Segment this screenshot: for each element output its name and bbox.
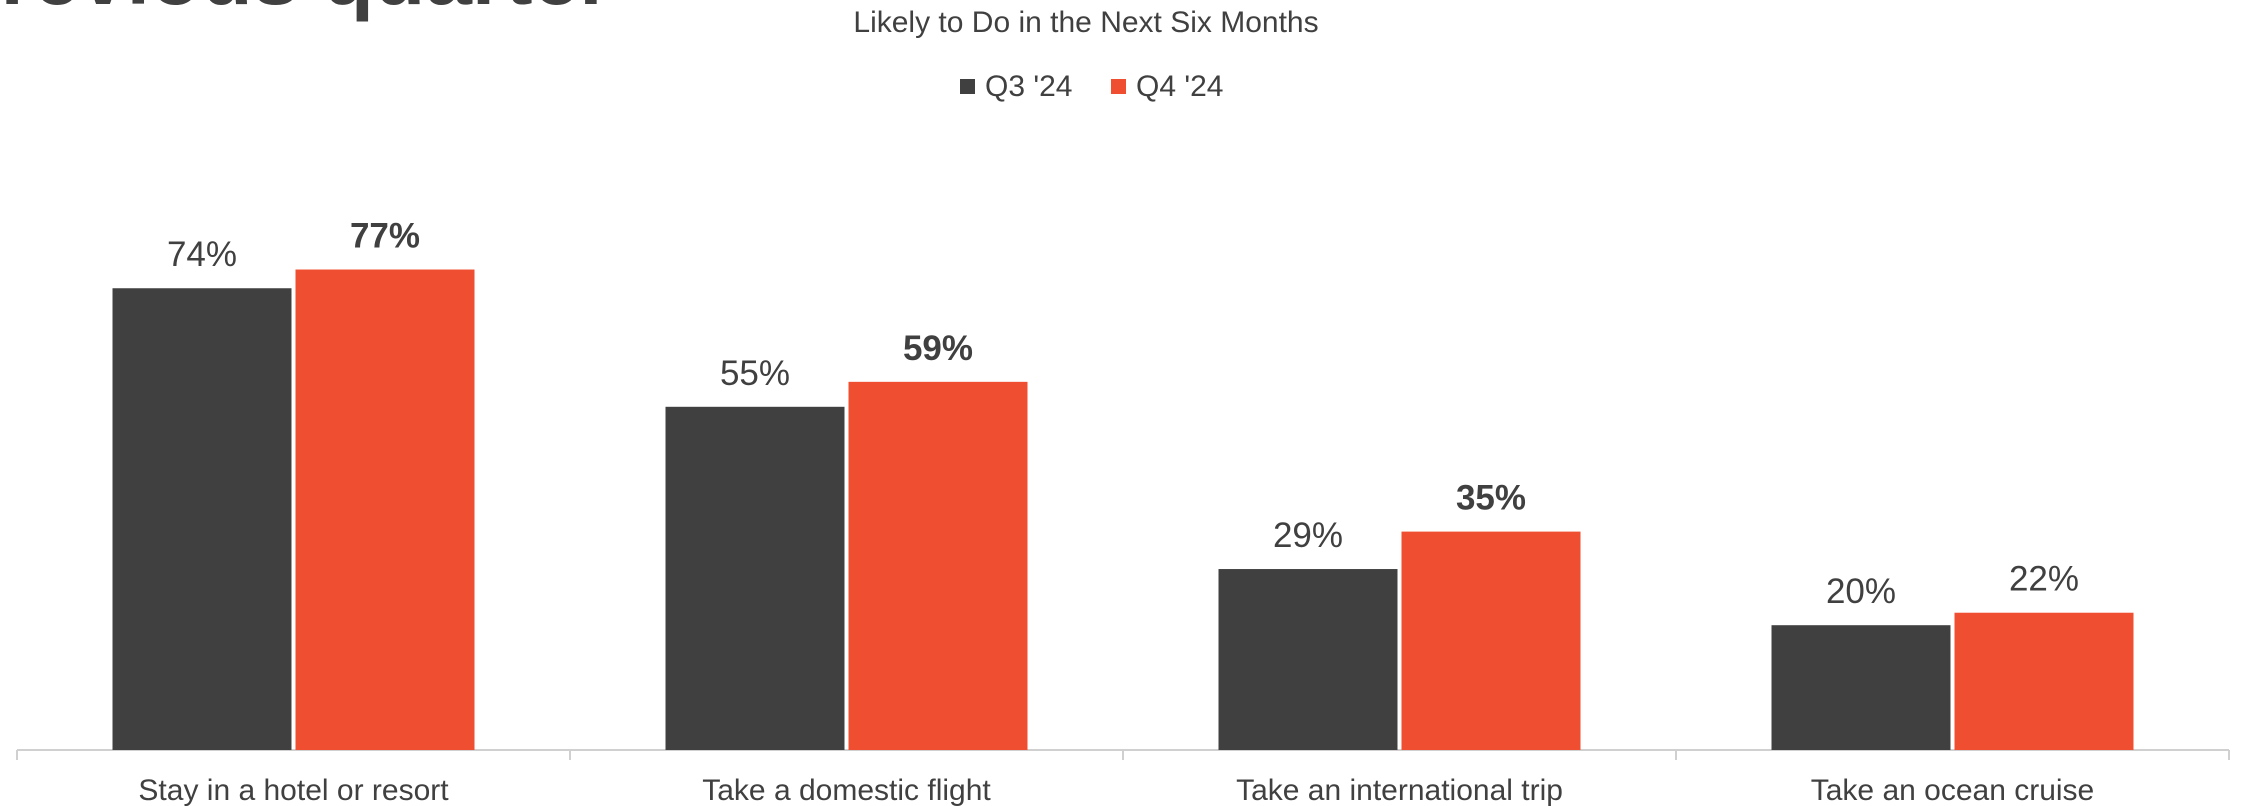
bar [112, 288, 292, 750]
bar [1954, 612, 2134, 750]
value-label: 35% [1456, 479, 1526, 518]
bar [1401, 531, 1581, 750]
legend-swatch [960, 79, 975, 94]
value-label: 74% [167, 235, 237, 274]
bar [1218, 569, 1398, 750]
bar [295, 269, 475, 750]
chart-title: previous quarter [0, 0, 612, 22]
value-label: 77% [350, 217, 420, 256]
value-label: 22% [2009, 560, 2079, 599]
bar [848, 381, 1028, 750]
x-tick-label: Take an ocean cruise [1811, 774, 2095, 806]
x-tick-label: Stay in a hotel or resort [138, 774, 449, 806]
bar [665, 406, 845, 750]
value-label: 29% [1273, 516, 1343, 555]
legend-swatch [1111, 79, 1126, 94]
x-tick-label: Take a domestic flight [702, 774, 991, 806]
value-label: 59% [903, 329, 973, 368]
bar [1771, 625, 1951, 750]
legend-label: Q4 '24 [1136, 70, 1223, 103]
x-tick-label: Take an international trip [1236, 774, 1563, 806]
legend-label: Q3 '24 [985, 70, 1072, 103]
value-label: 20% [1826, 572, 1896, 611]
chart-subtitle: Likely to Do in the Next Six Months [853, 6, 1318, 39]
value-label: 55% [720, 354, 790, 393]
